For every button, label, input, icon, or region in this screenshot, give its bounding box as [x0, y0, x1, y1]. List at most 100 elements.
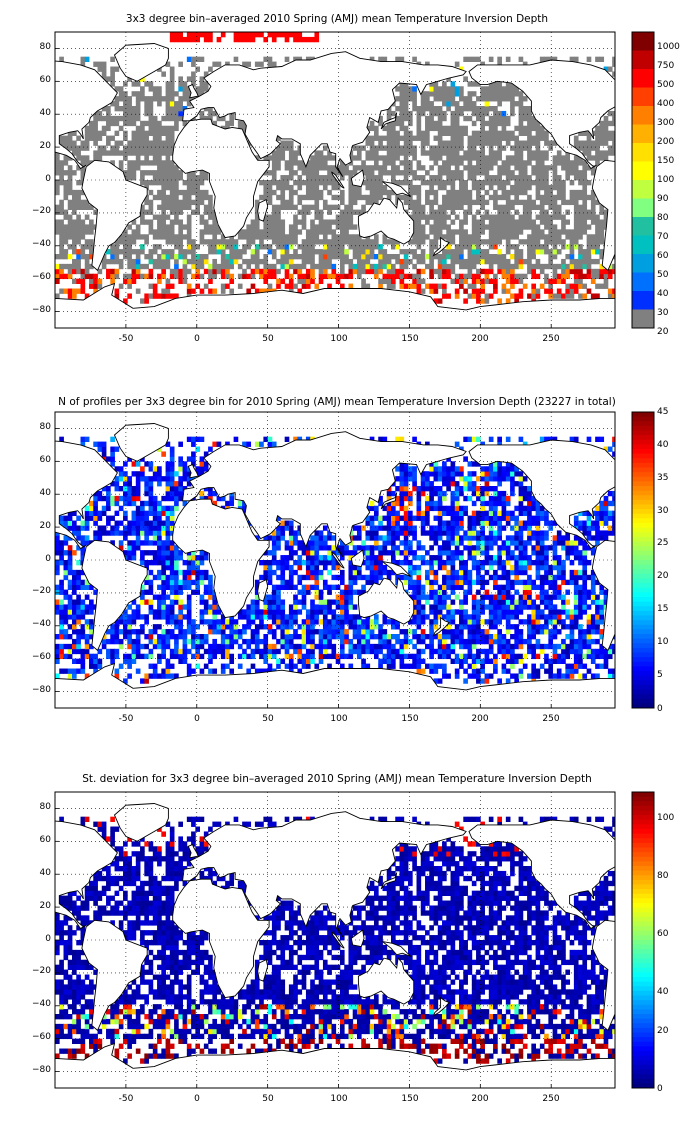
- bin-cell: [284, 32, 290, 38]
- bin-cell: [186, 101, 192, 107]
- bin-cell: [165, 643, 171, 650]
- bin-cell: [123, 239, 128, 245]
- bin-cell: [467, 170, 473, 176]
- bin-cell: [89, 273, 94, 280]
- bin-cell: [178, 629, 183, 635]
- bin-cell: [310, 160, 315, 166]
- bin-cell: [55, 170, 60, 176]
- bin-cell: [165, 505, 171, 512]
- bin-cell: [548, 214, 554, 220]
- bin-cell: [607, 145, 613, 151]
- bin-cell: [114, 648, 120, 655]
- bin-cell: [271, 273, 277, 280]
- bin-cell: [305, 589, 311, 595]
- bin-cell: [382, 273, 388, 280]
- bin-cell: [556, 180, 562, 186]
- bin-cell: [131, 520, 137, 526]
- bin-cell: [178, 653, 183, 660]
- bin-cell: [322, 604, 328, 610]
- bin-cell: [318, 229, 324, 235]
- bin-cell: [429, 273, 434, 280]
- bin-cell: [310, 584, 315, 590]
- bin-cell: [148, 268, 154, 275]
- bin-cell: [408, 520, 413, 526]
- bin-cell: [144, 550, 149, 556]
- bin-cell: [80, 520, 86, 526]
- bin-cell: [454, 145, 460, 151]
- bin-cell: [144, 560, 149, 566]
- bin-cell: [208, 619, 213, 625]
- bin-cell: [157, 263, 162, 270]
- bin-cell: [174, 500, 179, 507]
- bin-cell: [408, 490, 413, 497]
- bin-cell: [212, 614, 218, 620]
- bin-cell: [131, 175, 137, 181]
- bin-cell: [391, 550, 396, 556]
- bin-cell: [174, 204, 179, 210]
- bin-cell: [518, 180, 524, 186]
- bin-cell: [510, 224, 515, 230]
- bin-cell: [101, 638, 107, 645]
- bin-cell: [599, 283, 605, 289]
- bin-cell: [310, 569, 315, 576]
- bin-cell: [250, 273, 256, 280]
- bin-cell: [416, 130, 422, 136]
- bin-cell: [161, 495, 166, 502]
- bin-cell: [505, 96, 511, 102]
- bin-cell: [310, 273, 315, 280]
- bin-cell: [229, 239, 235, 245]
- bin-cell: [144, 574, 149, 581]
- bin-cell: [123, 155, 128, 161]
- bin-cell: [531, 283, 536, 289]
- bin-cell: [573, 140, 579, 146]
- bin-cell: [169, 268, 175, 275]
- bin-cell: [386, 120, 392, 127]
- bin-cell: [535, 150, 541, 156]
- bin-cell: [318, 239, 324, 245]
- bin-cell: [301, 283, 307, 289]
- bin-cell: [386, 258, 392, 265]
- bin-cell: [603, 115, 609, 122]
- bin-cell: [599, 135, 605, 141]
- bin-cell: [463, 214, 468, 220]
- bin-cell: [493, 150, 498, 156]
- bin-cell: [356, 155, 362, 161]
- bin-cell: [123, 678, 128, 684]
- bin-cell: [501, 189, 507, 196]
- bin-cell: [510, 91, 515, 97]
- bin-cell: [72, 224, 77, 230]
- bin-cell: [578, 234, 583, 240]
- bin-cell: [288, 189, 294, 196]
- bin-cell: [288, 614, 294, 620]
- bin-cell: [344, 229, 349, 235]
- bin-cell: [195, 663, 200, 669]
- bin-cell: [110, 249, 115, 255]
- bin-cell: [382, 278, 388, 284]
- bin-cell: [310, 624, 315, 630]
- bin-cell: [344, 209, 349, 215]
- bin-cell: [310, 254, 315, 260]
- bin-cell: [463, 273, 468, 280]
- bin-cell: [399, 515, 405, 521]
- bin-cell: [348, 604, 354, 610]
- bin-cell: [191, 555, 196, 561]
- bin-cell: [106, 629, 111, 635]
- bin-cell: [408, 150, 413, 156]
- bin-cell: [412, 589, 417, 595]
- bin-cell: [263, 658, 269, 664]
- bin-cell: [178, 486, 183, 492]
- bin-cell: [72, 525, 77, 531]
- bin-cell: [442, 115, 447, 122]
- bin-cell: [463, 76, 468, 82]
- bin-cell: [148, 466, 154, 472]
- bin-cell: [531, 115, 536, 122]
- bin-cell: [433, 209, 439, 215]
- bin-cell: [395, 520, 400, 526]
- bin-cell: [63, 550, 69, 556]
- bin-cell: [131, 495, 137, 502]
- bin-cell: [267, 436, 273, 442]
- bin-cell: [161, 569, 166, 576]
- bin-cell: [459, 254, 464, 260]
- bin-cell: [199, 579, 205, 586]
- bin-cell: [369, 574, 375, 581]
